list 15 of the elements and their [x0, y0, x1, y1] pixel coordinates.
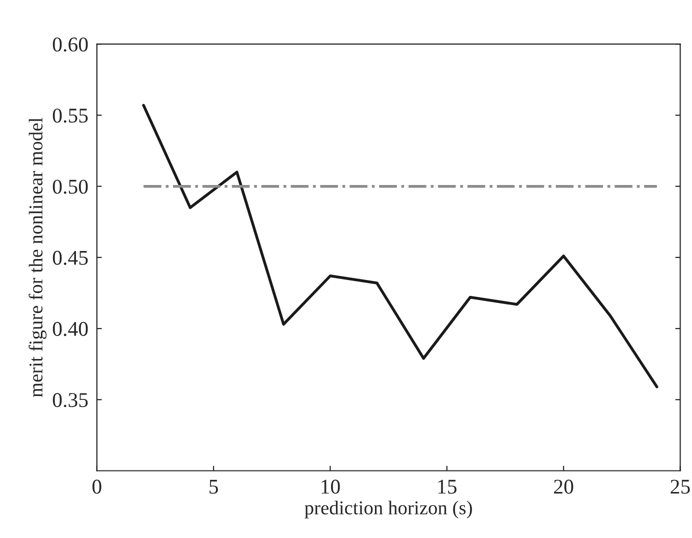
y-tick-label: 0.45	[52, 250, 88, 265]
x-tick-label: 25	[670, 480, 690, 494]
line-series	[142, 104, 658, 388]
x-axis-title: prediction horizon (s)	[304, 500, 472, 518]
y-tick-label: 0.40	[52, 322, 88, 336]
y-tick-label: 0.60	[52, 37, 88, 52]
y-axis-title: merit figure for the nonlinear model	[28, 118, 47, 398]
y-tick-label: 0.55	[52, 108, 88, 123]
y-tick-label: 0.35	[52, 393, 88, 408]
x-tick-label: 5	[210, 480, 218, 494]
x-tick-label: 0	[92, 480, 102, 494]
y-tick-label: 0.50	[52, 180, 88, 194]
x-tick-label: 20	[554, 480, 574, 494]
x-tick-label: 15	[438, 480, 456, 494]
x-tick-label: 10	[322, 480, 340, 494]
